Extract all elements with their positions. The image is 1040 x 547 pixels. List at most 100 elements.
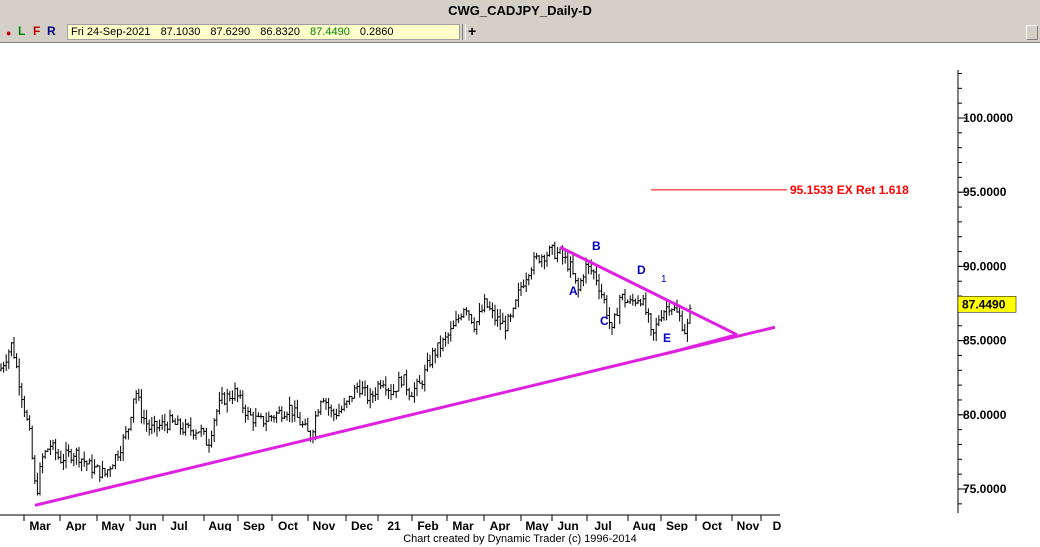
ohlc-bar [254, 408, 258, 427]
ohlc-bar [316, 408, 320, 417]
y-tick-label: 95.0000 [963, 185, 1007, 199]
ohlc-bar [548, 245, 552, 257]
record-dot-icon: ● [6, 28, 12, 38]
ohlc-bar [646, 308, 650, 323]
ohlc-bar [613, 313, 617, 329]
ohlc-bar [43, 450, 47, 459]
ohlc-bar [293, 400, 297, 422]
ohlc-bar [418, 375, 422, 384]
ohlc-bar [649, 312, 653, 336]
ohlc-bar [121, 434, 125, 461]
ohlc-bar [420, 380, 424, 390]
ohlc-bar [537, 254, 541, 264]
ohlc-bar [597, 273, 601, 300]
ohlc-bar [290, 404, 294, 423]
ohlc-bar [342, 397, 346, 412]
ohlc-bar [615, 307, 619, 317]
ohlc-bar [410, 391, 414, 398]
ohlc-bar [256, 412, 260, 418]
x-tick-label: Jun [557, 519, 578, 531]
ohlc-bar [137, 388, 141, 401]
wave-label-b: B [592, 239, 601, 253]
ohlc-bar [246, 406, 250, 421]
ohlc-bar [415, 378, 419, 397]
ohlc-bar [509, 313, 513, 323]
ohlc-bar [407, 387, 411, 401]
ohlc-bar [574, 272, 578, 284]
x-tick-label: Jun [135, 519, 156, 531]
ohlc-bar [436, 342, 440, 358]
ohlc-bar [644, 292, 648, 315]
ohlc-bar [12, 336, 16, 359]
ohlc-bar [535, 252, 539, 260]
ohlc-bar [610, 322, 614, 335]
ohlc-bar [353, 385, 357, 399]
ohlc-bar [355, 382, 359, 393]
ohlc-bar [150, 416, 154, 435]
ohlc-bar [371, 390, 375, 403]
ohlc-bar [241, 390, 245, 414]
ohlc-bar [592, 269, 596, 280]
toolbar-button-r[interactable]: R [47, 24, 56, 38]
x-tick-label: Jul [594, 519, 611, 531]
ohlc-bar [540, 254, 544, 268]
ohlc-bar [113, 453, 117, 470]
chart-area[interactable]: 95.1533 EX Ret 1.618 A B C D E 1 100.0000 95.00… [0, 43, 1040, 533]
ohlc-bar [0, 363, 3, 372]
x-tick-label: Mar [452, 519, 474, 531]
toolbar-scroll-button[interactable] [1026, 25, 1038, 40]
ohlc-bar [379, 379, 383, 390]
ohlc-bar [659, 309, 663, 322]
ohlc-bar [459, 313, 463, 321]
ohlc-bar [165, 421, 169, 434]
ohlc-bar [545, 251, 549, 267]
ohlc-bar [555, 246, 559, 263]
ohlc-bar [7, 349, 11, 370]
price-chart[interactable]: 95.1533 EX Ret 1.618 A B C D E 1 100.0000 95.00… [0, 43, 1040, 533]
ohlc-bar [360, 381, 364, 395]
ohlc-bar [438, 335, 442, 358]
ohlc-bar [277, 406, 281, 414]
ohlc-bar [652, 328, 656, 341]
ohlc-bar [272, 414, 276, 423]
ohlc-bar [680, 310, 684, 332]
toolbar: ● L F R Fri 24-Sep-2021 87.1030 87.6290 … [0, 22, 1040, 43]
ohlc-bar [139, 389, 143, 424]
ohlc-bar [376, 380, 380, 400]
chart-credit: Chart created by Dynamic Trader (c) 1996… [0, 531, 1040, 547]
ohlc-bar [394, 390, 398, 399]
x-tick-label: Nov [313, 519, 336, 531]
ohlc-bar [477, 302, 481, 326]
ohlc-bar [217, 391, 221, 415]
add-plus-icon[interactable]: + [468, 23, 477, 39]
ohlc-bar [340, 405, 344, 414]
ohlc-bar [366, 384, 370, 405]
toolbar-button-f[interactable]: F [33, 24, 41, 38]
ohlc-bar [503, 315, 507, 340]
ohlc-bar [392, 384, 396, 396]
y-tick-label: 90.0000 [963, 259, 1007, 273]
toolbar-button-l[interactable]: L [18, 24, 26, 38]
ohlc-bar [636, 295, 640, 305]
ohlc-bar [568, 256, 572, 278]
toolbar-divider [462, 24, 466, 40]
trendlines [34, 245, 776, 507]
ohlc-bar [25, 409, 29, 421]
ohlc-bar [243, 404, 247, 423]
ohlc-bar [381, 380, 385, 388]
ohlc-bar [199, 424, 203, 437]
ohlc-bar [527, 273, 531, 286]
ohlc-bar [269, 414, 273, 422]
ohlc-bar [134, 390, 138, 404]
ohlc-bar [72, 452, 76, 467]
ohlc-bar [212, 418, 216, 443]
ohlc-bar [483, 294, 487, 313]
ohlc-bar [581, 274, 585, 287]
ohlc-bar [194, 429, 198, 440]
ohlc-bar [124, 425, 128, 440]
ohlc-bar [236, 387, 240, 403]
ohlc-bar [189, 417, 193, 436]
ex-ret-label: 95.1533 EX Ret 1.618 [790, 183, 909, 197]
ohlc-bar [15, 353, 19, 369]
ohlc-bar [275, 411, 279, 424]
